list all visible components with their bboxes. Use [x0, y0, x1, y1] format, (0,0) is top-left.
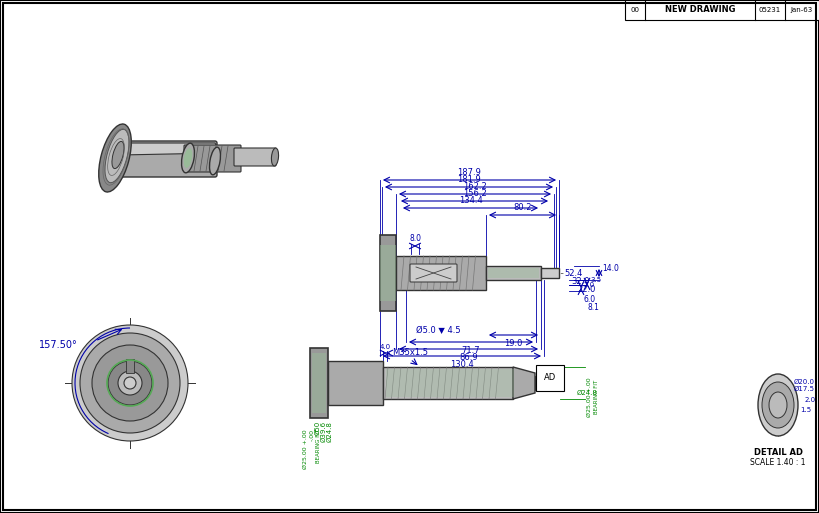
Text: Jan-63: Jan-63: [791, 7, 813, 13]
Text: 8.0: 8.0: [409, 234, 421, 243]
Text: Ø39.6: Ø39.6: [321, 421, 327, 442]
Text: Ø5.0 ▼ 4.5: Ø5.0 ▼ 4.5: [416, 326, 460, 335]
Bar: [488, 268, 539, 278]
Text: 4.0: 4.0: [379, 344, 391, 350]
Bar: [383, 367, 513, 399]
Text: 22.0: 22.0: [577, 285, 595, 293]
Text: 8.1: 8.1: [587, 303, 599, 311]
Bar: [328, 361, 383, 405]
Ellipse shape: [762, 382, 794, 428]
Text: 3.5: 3.5: [590, 277, 601, 283]
Bar: [625, 0, 819, 20]
Polygon shape: [115, 143, 220, 155]
Text: 19.0: 19.0: [505, 339, 523, 348]
Text: DETAIL AD: DETAIL AD: [753, 448, 803, 457]
Ellipse shape: [183, 148, 192, 168]
Text: AD: AD: [544, 373, 556, 383]
Bar: [126, 359, 134, 373]
Text: 181.9: 181.9: [457, 175, 481, 184]
Text: Ø25.00 +.00: Ø25.00 +.00: [302, 429, 307, 468]
Ellipse shape: [112, 142, 124, 169]
Ellipse shape: [118, 371, 142, 395]
Text: 80.2: 80.2: [514, 203, 532, 212]
Bar: [535, 376, 550, 390]
Bar: [396, 256, 486, 290]
Bar: [541, 268, 559, 278]
Text: Ø20.0: Ø20.0: [794, 379, 815, 385]
Ellipse shape: [80, 333, 180, 433]
Ellipse shape: [124, 377, 136, 389]
Bar: [380, 245, 396, 301]
Text: NEW DRAWING: NEW DRAWING: [665, 6, 735, 14]
Text: BEARING FIT: BEARING FIT: [594, 380, 599, 414]
Text: 6.0: 6.0: [583, 294, 595, 304]
Text: 2.0: 2.0: [805, 397, 816, 403]
Text: 134.4: 134.4: [459, 196, 482, 205]
Text: Ø24.8: Ø24.8: [577, 390, 598, 396]
Text: 162.2: 162.2: [463, 182, 486, 191]
Text: 1.5: 1.5: [800, 407, 811, 413]
Text: 3.5: 3.5: [542, 366, 554, 376]
Text: M35x1.5: M35x1.5: [392, 348, 428, 357]
FancyBboxPatch shape: [410, 264, 457, 282]
Text: 71.7: 71.7: [462, 346, 480, 355]
Text: Ø24.8: Ø24.8: [327, 421, 333, 442]
Bar: [380, 235, 396, 311]
Text: SCALE 1.40 : 1: SCALE 1.40 : 1: [750, 458, 806, 467]
Text: -.00: -.00: [310, 429, 314, 441]
Ellipse shape: [108, 361, 152, 405]
Ellipse shape: [92, 345, 168, 421]
Ellipse shape: [72, 325, 188, 441]
Text: Ø17.5: Ø17.5: [794, 386, 815, 392]
Text: 130.4: 130.4: [450, 360, 474, 369]
Ellipse shape: [182, 143, 194, 173]
Text: 00: 00: [631, 7, 640, 13]
FancyBboxPatch shape: [184, 145, 241, 172]
Ellipse shape: [210, 147, 220, 175]
Bar: [486, 266, 541, 280]
Polygon shape: [513, 367, 535, 399]
Text: 05231: 05231: [759, 7, 781, 13]
Bar: [386, 369, 514, 397]
FancyBboxPatch shape: [234, 148, 276, 166]
Ellipse shape: [99, 124, 131, 192]
Text: BEARING FIT: BEARING FIT: [316, 429, 322, 463]
Text: Ø50: Ø50: [315, 421, 321, 435]
Text: 156.2: 156.2: [463, 189, 486, 198]
Text: 86.9: 86.9: [459, 353, 477, 362]
Text: 14.0: 14.0: [602, 264, 619, 273]
Ellipse shape: [769, 392, 787, 418]
FancyBboxPatch shape: [113, 141, 217, 177]
Bar: [312, 353, 326, 413]
Ellipse shape: [105, 129, 129, 183]
Text: Ø25.00 +.00: Ø25.00 +.00: [587, 377, 592, 417]
Text: 157.50°: 157.50°: [39, 340, 78, 350]
Text: 2.0: 2.0: [584, 282, 595, 288]
Bar: [310, 348, 328, 418]
Text: 32.0: 32.0: [571, 277, 590, 286]
Ellipse shape: [271, 148, 278, 166]
Text: 187.9: 187.9: [458, 168, 482, 177]
Ellipse shape: [758, 374, 798, 436]
Text: 52.4: 52.4: [564, 268, 582, 278]
